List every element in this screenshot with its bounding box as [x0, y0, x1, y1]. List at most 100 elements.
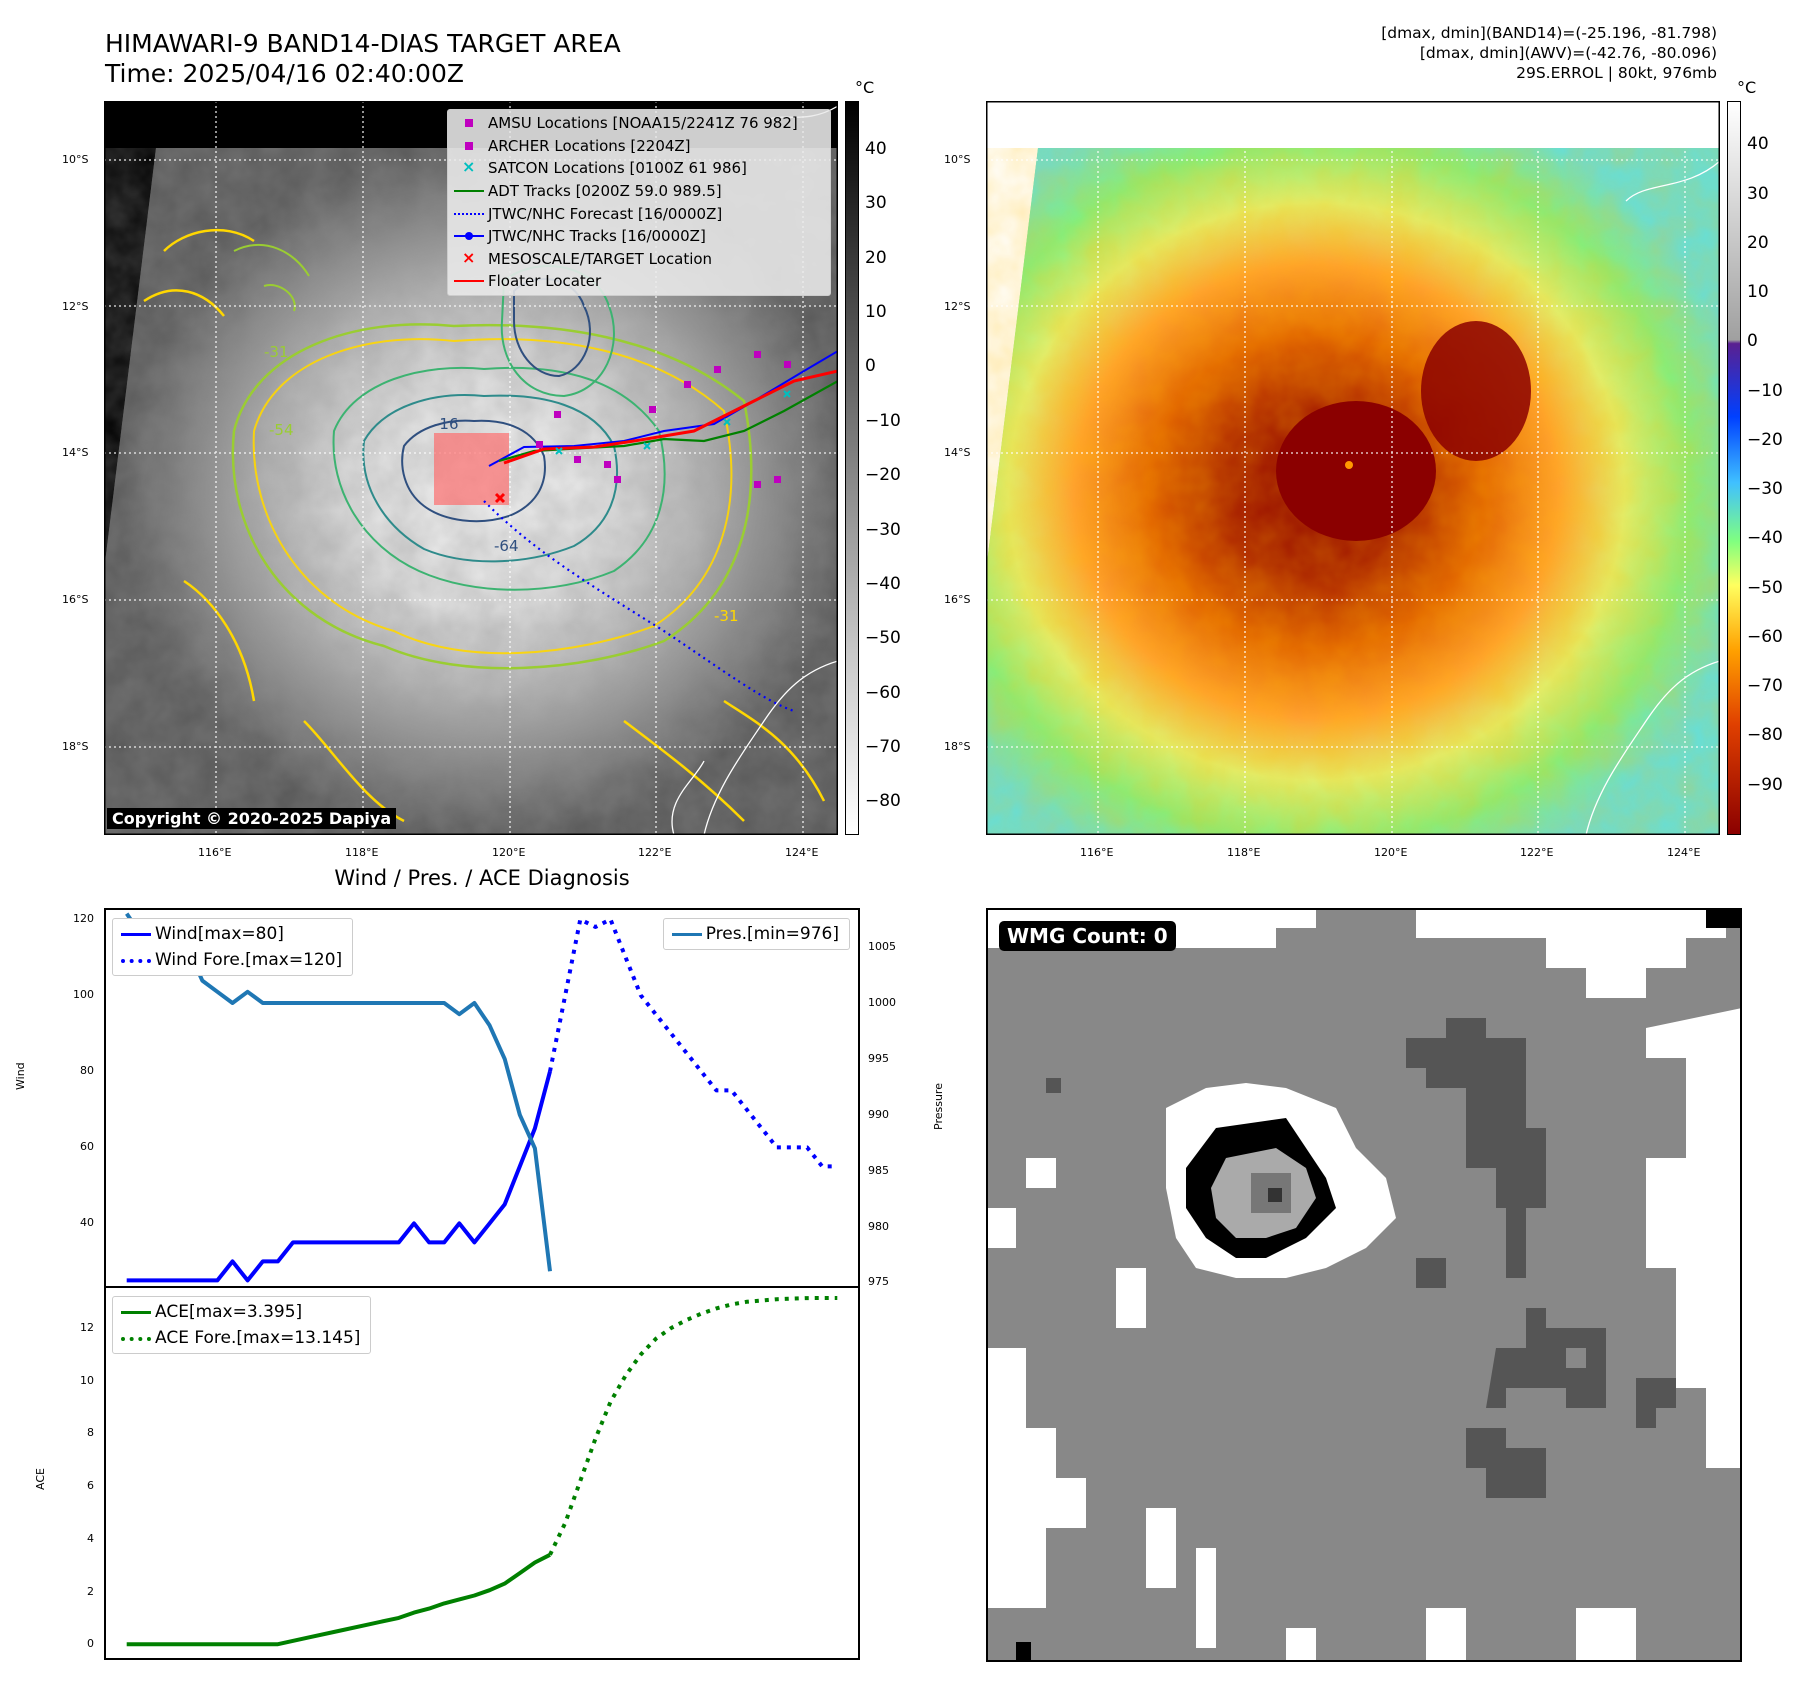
lon-label: 118°E	[345, 846, 379, 859]
legend-label: Wind[max=80]	[155, 924, 284, 944]
copyright-label: Copyright © 2020-2025 Dapiya	[107, 808, 397, 829]
ace-legend: ACE[max=3.395] ACE Fore.[max=13.145]	[112, 1296, 372, 1354]
colorbar-tick-label: −90	[1747, 774, 1783, 795]
line-icon	[115, 1301, 155, 1323]
colorbar-tick-label: 20	[865, 247, 887, 268]
enhanced-map-canvas	[985, 100, 1721, 836]
y-tick-label: 1005	[868, 940, 896, 954]
y-tick-label: 985	[868, 1163, 889, 1177]
colorbar-unit: °C	[855, 78, 875, 97]
ace-chart: ACE[max=3.395] ACE Fore.[max=13.145]	[98, 1286, 860, 1660]
contour-label: -31	[264, 343, 289, 361]
lat-label: 18°S	[944, 740, 971, 753]
ace-axis-label: ACE	[34, 1468, 47, 1490]
y-tick-label: 975	[868, 1275, 889, 1289]
colorbar-tick-label: 40	[1747, 134, 1769, 155]
map-legend: AMSU Locations [NOAA15/2241Z 76 982] ARC…	[447, 109, 831, 296]
lon-label: 124°E	[785, 846, 819, 859]
diagnosis-title: Wind / Pres. / ACE Diagnosis	[334, 866, 630, 890]
colorbar-tick-label: −80	[865, 791, 901, 812]
wmg-count-badge: WMG Count: 0	[999, 921, 1176, 951]
x-marker-icon: ×	[462, 247, 476, 267]
colorbar-tick-label: 30	[1747, 183, 1769, 204]
colorbar-tick-label: −10	[865, 410, 901, 431]
colorbar-tick-label: −50	[1747, 577, 1783, 598]
wind-pressure-chart: Wind[max=80] Wind Fore.[max=120] Pres.[m…	[98, 908, 860, 1288]
colorbar-tick-label: −30	[1747, 479, 1783, 500]
enhanced-map-panel	[985, 100, 1721, 836]
square-marker-icon	[448, 135, 488, 157]
legend-label: JTWC/NHC Tracks [16/0000Z]	[488, 227, 706, 246]
contour-label: -16	[434, 415, 459, 433]
legend-item: JTWC/NHC Tracks [16/0000Z]	[448, 225, 830, 248]
y-tick-label: 0	[87, 1637, 94, 1651]
lon-label: 122°E	[1520, 846, 1554, 859]
legend-label: ACE Fore.[max=13.145]	[155, 1328, 361, 1348]
legend-label: Floater Locater	[488, 272, 602, 291]
left-colorbar	[845, 101, 859, 835]
colorbar-tick-label: −50	[865, 628, 901, 649]
lat-label: 14°S	[944, 446, 971, 459]
lat-label: 12°S	[62, 300, 89, 313]
y-tick-label: 80	[80, 1064, 94, 1078]
lat-label: 10°S	[62, 153, 89, 166]
legend-item: Pres.[min=976]	[666, 921, 839, 947]
right-colorbar-ticks: 40 30 20 10 0 −10 −20 −30 −40 −50 −60 −70 −80 −90	[1747, 101, 1797, 835]
lon-label: 116°E	[198, 846, 232, 859]
series-line	[548, 1296, 838, 1556]
y-tick-label: 980	[868, 1219, 889, 1233]
info-line2: [dmax, dmin](AWV)=(-42.76, -80.096)	[1419, 44, 1717, 62]
y-tick-label: 12	[80, 1321, 94, 1335]
lon-label: 116°E	[1080, 846, 1114, 859]
lon-label: 118°E	[1227, 846, 1261, 859]
line-icon	[666, 923, 706, 945]
legend-item: ACE[max=3.395]	[115, 1299, 360, 1325]
pressure-legend: Pres.[min=976]	[662, 918, 850, 950]
legend-label: Pres.[min=976]	[705, 924, 839, 944]
legend-item: Wind[max=80]	[115, 921, 342, 947]
left-colorbar-ticks: 40 30 20 10 0 −10 −20 −30 −40 −50 −60 −70 −80	[865, 101, 915, 835]
y-tick-label: 120	[73, 912, 94, 926]
colorbar-unit: °C	[1737, 78, 1757, 97]
y-tick-label: 1000	[868, 996, 896, 1009]
legend-item: × MESOSCALE/TARGET Location	[448, 248, 830, 271]
x-marker-icon: ×	[462, 157, 476, 177]
wind-legend: Wind[max=80] Wind Fore.[max=120]	[112, 918, 354, 976]
colorbar-tick-label: 40	[865, 138, 887, 159]
contour-label: -54	[269, 421, 294, 439]
y-tick-label: 6	[87, 1479, 94, 1493]
y-tick-label: 990	[868, 1107, 889, 1121]
lat-label: 12°S	[944, 300, 971, 313]
legend-label: ACE[max=3.395]	[155, 1302, 303, 1322]
lon-label: 124°E	[1667, 846, 1701, 859]
colorbar-tick-label: 20	[1747, 232, 1769, 253]
line-icon	[115, 923, 155, 945]
series-line	[126, 1070, 552, 1283]
colorbar-tick-label: 30	[865, 193, 887, 214]
colorbar-tick-label: 0	[1747, 331, 1758, 352]
dotted-line-icon	[115, 949, 155, 971]
y-tick-label: 995	[868, 1051, 889, 1065]
colorbar-tick-label: 10	[865, 302, 887, 323]
y-tick-label: 4	[87, 1531, 94, 1545]
colorbar-tick-label: −40	[865, 573, 901, 594]
colorbar-tick-label: −80	[1747, 725, 1783, 746]
legend-item: Floater Locater	[448, 270, 830, 293]
lat-label: 16°S	[944, 593, 971, 606]
contour-label: -31	[714, 607, 739, 625]
square-marker-icon	[448, 112, 488, 134]
y-tick-label: 40	[80, 1216, 94, 1230]
info-line3: 29S.ERROL | 80kt, 976mb	[1516, 64, 1717, 82]
dotted-line-icon	[448, 203, 488, 225]
y-tick-label: 8	[87, 1426, 94, 1440]
colorbar-tick-label: 0	[865, 356, 876, 377]
legend-item: JTWC/NHC Forecast [16/0000Z]	[448, 202, 830, 225]
legend-item: × SATCON Locations [0100Z 61 986]	[448, 157, 830, 180]
lat-label: 16°S	[62, 593, 89, 606]
legend-label: ADT Tracks [0200Z 59.0 989.5]	[488, 182, 722, 201]
colorbar-tick-label: −30	[865, 519, 901, 540]
line-dot-icon	[448, 225, 488, 247]
lat-label: 10°S	[944, 153, 971, 166]
series-line	[126, 1553, 551, 1647]
legend-item: Wind Fore.[max=120]	[115, 947, 342, 973]
